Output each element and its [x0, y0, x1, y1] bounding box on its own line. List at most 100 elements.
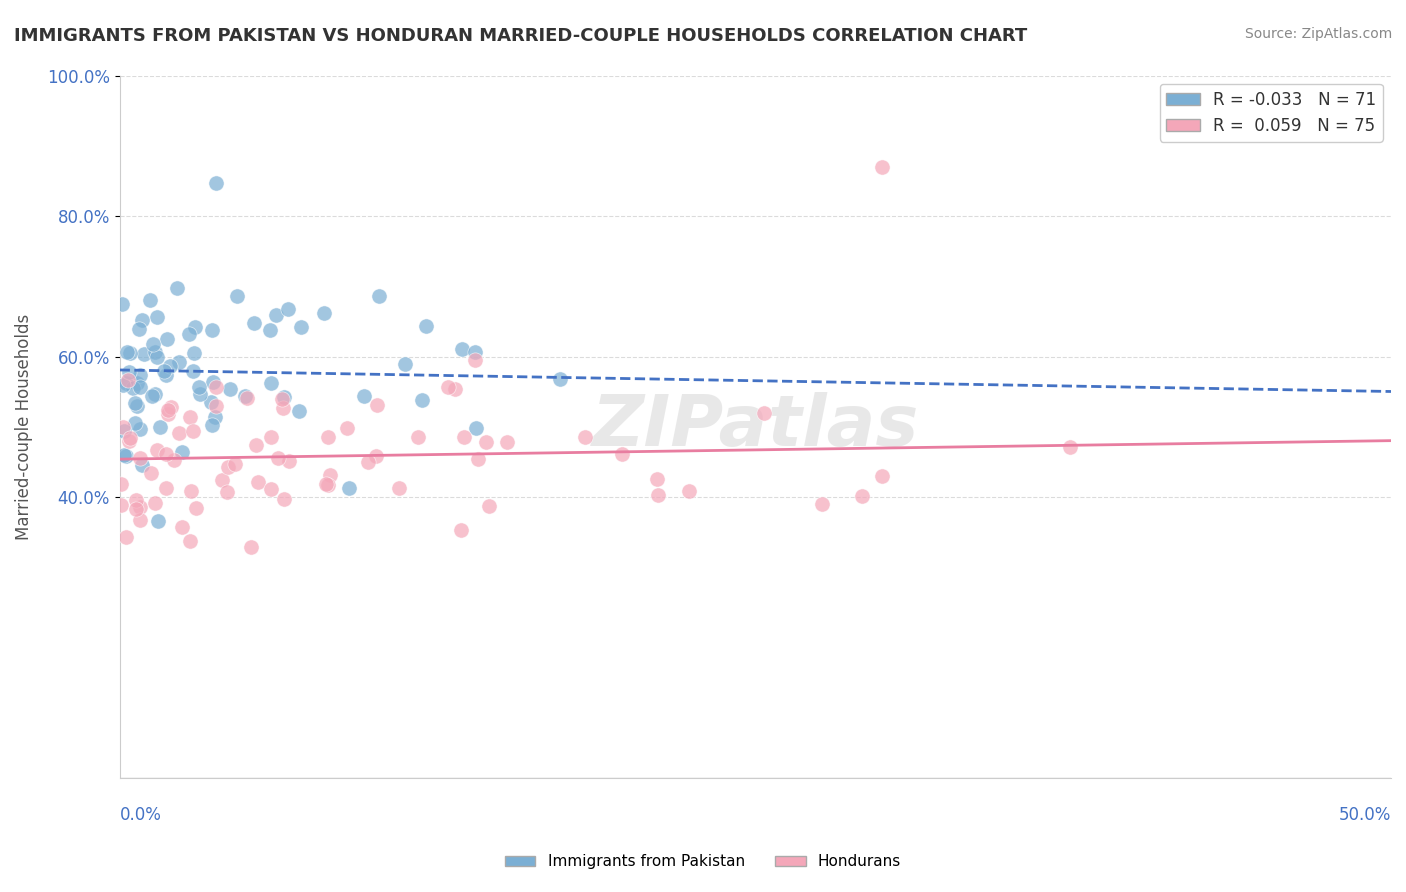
Point — [159, 359, 181, 373]
Point — [120, 346, 142, 360]
Point — [364, 449, 387, 463]
Point — [233, 389, 256, 403]
Point — [125, 376, 148, 390]
Point — [215, 485, 238, 500]
Point — [155, 447, 177, 461]
Point — [167, 426, 190, 441]
Point — [267, 451, 290, 466]
Point — [205, 380, 228, 394]
Point — [217, 459, 239, 474]
Point — [114, 449, 136, 463]
Point — [117, 373, 139, 387]
Point — [1059, 441, 1081, 455]
Point — [408, 430, 430, 444]
Point — [129, 422, 152, 436]
Point — [118, 431, 141, 445]
Point — [444, 382, 467, 396]
Point — [181, 364, 204, 378]
Point — [678, 483, 700, 498]
Point — [141, 467, 163, 481]
Point — [612, 447, 634, 461]
Point — [366, 398, 388, 412]
Point — [451, 342, 474, 356]
Point — [128, 322, 150, 336]
Point — [149, 420, 172, 434]
Point — [314, 305, 336, 319]
Point — [574, 429, 596, 443]
Point — [179, 327, 201, 342]
Point — [156, 407, 179, 421]
Point — [129, 500, 152, 515]
Point — [125, 501, 148, 516]
Point — [167, 355, 190, 369]
Point — [273, 390, 295, 404]
Point — [288, 404, 311, 418]
Point — [202, 376, 225, 390]
Point — [129, 380, 152, 394]
Point — [240, 540, 263, 554]
Point — [145, 310, 167, 324]
Point — [110, 498, 132, 512]
Point — [179, 409, 201, 424]
Point — [156, 332, 179, 346]
Point — [353, 389, 375, 403]
Point — [394, 357, 416, 371]
Point — [754, 406, 776, 420]
Point — [139, 293, 162, 307]
Point — [143, 496, 166, 510]
Y-axis label: Married-couple Households: Married-couple Households — [15, 314, 32, 540]
Point — [411, 393, 433, 408]
Point — [115, 376, 138, 390]
Point — [129, 368, 152, 383]
Point — [872, 160, 894, 174]
Point — [388, 481, 411, 495]
Point — [319, 467, 342, 482]
Point — [188, 387, 211, 401]
Point — [132, 347, 155, 361]
Point — [247, 475, 270, 489]
Point — [118, 365, 141, 379]
Point — [475, 435, 498, 450]
Point — [337, 482, 360, 496]
Point — [115, 530, 138, 544]
Point — [260, 430, 283, 444]
Legend: Immigrants from Pakistan, Hondurans: Immigrants from Pakistan, Hondurans — [499, 848, 907, 875]
Point — [179, 533, 201, 548]
Point — [205, 176, 228, 190]
Point — [211, 473, 233, 487]
Point — [128, 450, 150, 465]
Point — [415, 319, 437, 334]
Point — [146, 514, 169, 528]
Point — [357, 455, 380, 469]
Point — [225, 289, 247, 303]
Point — [464, 353, 486, 368]
Text: 0.0%: 0.0% — [120, 806, 162, 824]
Point — [184, 320, 207, 334]
Point — [131, 458, 153, 472]
Point — [180, 483, 202, 498]
Point — [260, 376, 283, 390]
Point — [465, 420, 488, 434]
Point — [112, 378, 135, 392]
Point — [121, 381, 143, 395]
Text: ZIPatlas: ZIPatlas — [592, 392, 920, 461]
Point — [450, 523, 472, 537]
Point — [245, 438, 267, 452]
Point — [143, 345, 166, 359]
Point — [112, 424, 135, 438]
Point — [141, 388, 163, 402]
Point — [131, 313, 153, 327]
Point — [290, 320, 312, 334]
Point — [163, 453, 186, 467]
Point — [188, 379, 211, 393]
Point — [155, 481, 177, 495]
Point — [201, 323, 224, 337]
Point — [155, 368, 177, 382]
Text: IMMIGRANTS FROM PAKISTAN VS HONDURAN MARRIED-COUPLE HOUSEHOLDS CORRELATION CHART: IMMIGRANTS FROM PAKISTAN VS HONDURAN MAR… — [14, 27, 1028, 45]
Point — [159, 400, 181, 414]
Point — [118, 434, 141, 449]
Point — [204, 409, 226, 424]
Point — [125, 399, 148, 413]
Point — [124, 396, 146, 410]
Point — [125, 492, 148, 507]
